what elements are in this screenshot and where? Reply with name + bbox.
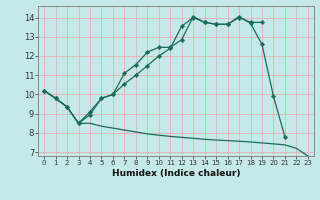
X-axis label: Humidex (Indice chaleur): Humidex (Indice chaleur)	[112, 169, 240, 178]
